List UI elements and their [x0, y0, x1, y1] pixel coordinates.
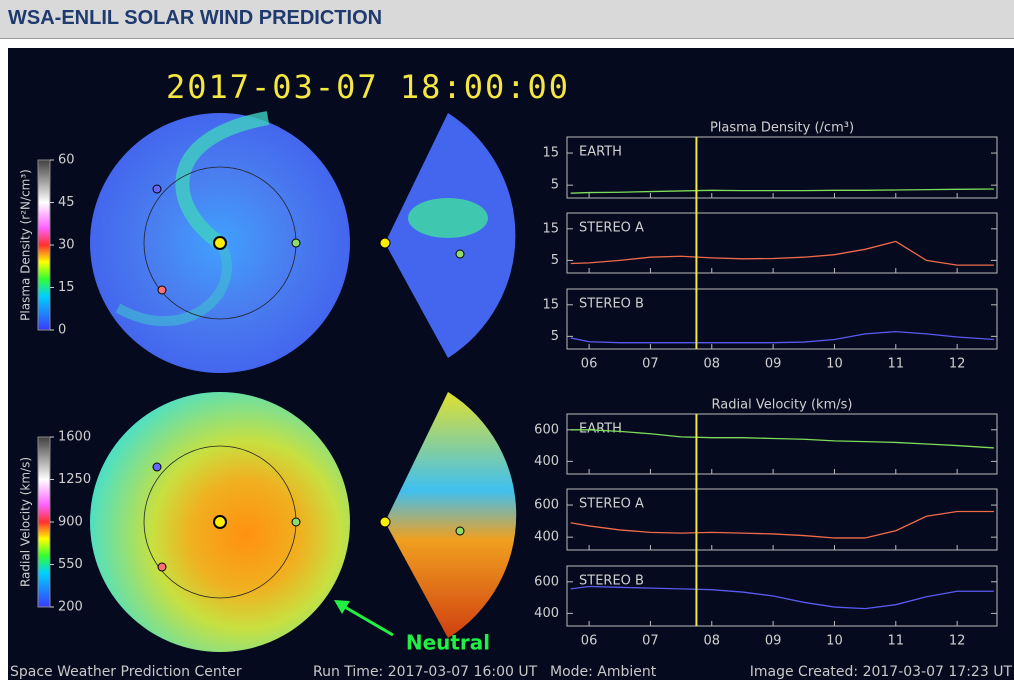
colorbar-tick-label: 30	[58, 238, 75, 253]
density-arm	[175, 111, 270, 249]
panel-label: EARTH	[579, 422, 622, 437]
y-tick-label: 15	[542, 146, 559, 161]
earth-marker	[291, 238, 301, 248]
panel-label: STEREO B	[579, 574, 644, 589]
x-tick-label: 12	[949, 357, 966, 372]
stereo-a-marker	[157, 562, 167, 572]
colorbar-tick-label: 15	[58, 280, 75, 295]
colorbar	[37, 159, 51, 331]
header: WSA-ENLIL SOLAR WIND PREDICTION	[0, 0, 1014, 39]
y-tick-label: 600	[534, 574, 559, 589]
colorbar-tick-label: 0	[58, 323, 66, 338]
density-blob	[408, 198, 488, 238]
series-line	[570, 330, 994, 344]
chart-title: Radial Velocity (km/s)	[712, 398, 853, 413]
annotation: Neutral	[406, 631, 490, 655]
colorbar-tick-label: 45	[58, 195, 75, 210]
y-tick-label: 15	[542, 221, 559, 236]
x-tick-label: 08	[703, 357, 720, 372]
colorbar	[37, 436, 51, 608]
y-tick-label: 5	[551, 329, 559, 344]
velocity-wedge	[385, 392, 517, 638]
chart-title: Plasma Density (/cm³)	[710, 121, 854, 136]
panel-frame	[566, 488, 998, 551]
footer-text: Run Time: 2017-03-07 16:00 UT	[313, 664, 538, 680]
annotation-arrow	[337, 601, 394, 637]
sun	[213, 515, 227, 529]
x-tick-label: 09	[765, 357, 782, 372]
colorbar-tick-label: 550	[58, 557, 83, 572]
stereo-a-marker	[157, 285, 167, 295]
x-tick-label: 07	[642, 357, 659, 372]
x-tick-label: 08	[703, 634, 720, 649]
y-tick-label: 5	[551, 253, 559, 268]
sun	[379, 516, 391, 528]
earth-marker	[291, 517, 301, 527]
panel-frame	[566, 565, 998, 627]
panel-label: STEREO A	[579, 221, 644, 236]
series-line	[570, 429, 994, 449]
density-arm	[115, 240, 232, 326]
colorbar-tick-label: 200	[58, 600, 83, 615]
panel-label: STEREO A	[579, 497, 644, 512]
markers	[152, 184, 465, 572]
earth-marker	[455, 249, 465, 259]
panel-frame	[566, 212, 998, 274]
x-tick-label: 12	[949, 634, 966, 649]
series-line	[570, 510, 994, 539]
x-tick-label: 09	[765, 634, 782, 649]
x-tick-label: 07	[642, 634, 659, 649]
colorbar-tick-label: 1250	[58, 472, 91, 487]
y-tick-label: 400	[534, 454, 559, 469]
series-line	[570, 188, 994, 194]
colorbar-tick-label: 60	[58, 153, 75, 168]
sun	[213, 236, 227, 250]
series-line	[570, 585, 994, 610]
panel-frame	[566, 288, 998, 350]
annotation-arrowhead	[334, 600, 350, 614]
stereo-b-marker	[152, 462, 162, 472]
y-tick-label: 600	[534, 422, 559, 437]
x-tick-label: 10	[826, 357, 843, 372]
x-tick-label: 11	[888, 357, 905, 372]
timestamp: 2017-03-07 18:00:00	[166, 68, 570, 106]
earth-marker	[455, 526, 465, 536]
panel-label: STEREO B	[579, 297, 644, 312]
series-line	[570, 240, 994, 266]
y-tick-label: 600	[534, 498, 559, 513]
colorbar-label: Plasma Density (r²N/cm³)	[19, 169, 33, 321]
colorbar-tick-label: 900	[58, 515, 83, 530]
footer-text: Mode: Ambient	[550, 664, 657, 680]
y-tick-label: 400	[534, 606, 559, 621]
y-tick-label: 400	[534, 530, 559, 545]
colorbar-tick-label: 1600	[58, 430, 91, 445]
x-tick-label: 11	[888, 634, 905, 649]
colorbar-label: Radial Velocity (km/s)	[19, 457, 33, 587]
panel-frame	[566, 136, 998, 199]
panel-frame	[566, 413, 998, 475]
y-tick-label: 5	[551, 178, 559, 193]
header-title: WSA-ENLIL SOLAR WIND PREDICTION	[8, 7, 383, 29]
x-tick-label: 06	[581, 357, 598, 372]
enlil-image: 2017-03-07 18:00:00 Neutral Plasma Densi…	[8, 48, 1014, 680]
y-tick-label: 15	[542, 297, 559, 312]
panel-label: EARTH	[579, 145, 622, 160]
footer-text: Image Created: 2017-03-07 17:23 UT	[750, 664, 1013, 680]
sun	[379, 237, 391, 249]
stereo-b-marker	[152, 184, 162, 194]
x-tick-label: 06	[581, 634, 598, 649]
x-tick-label: 10	[826, 634, 843, 649]
footer-text: Space Weather Prediction Center	[10, 664, 242, 680]
